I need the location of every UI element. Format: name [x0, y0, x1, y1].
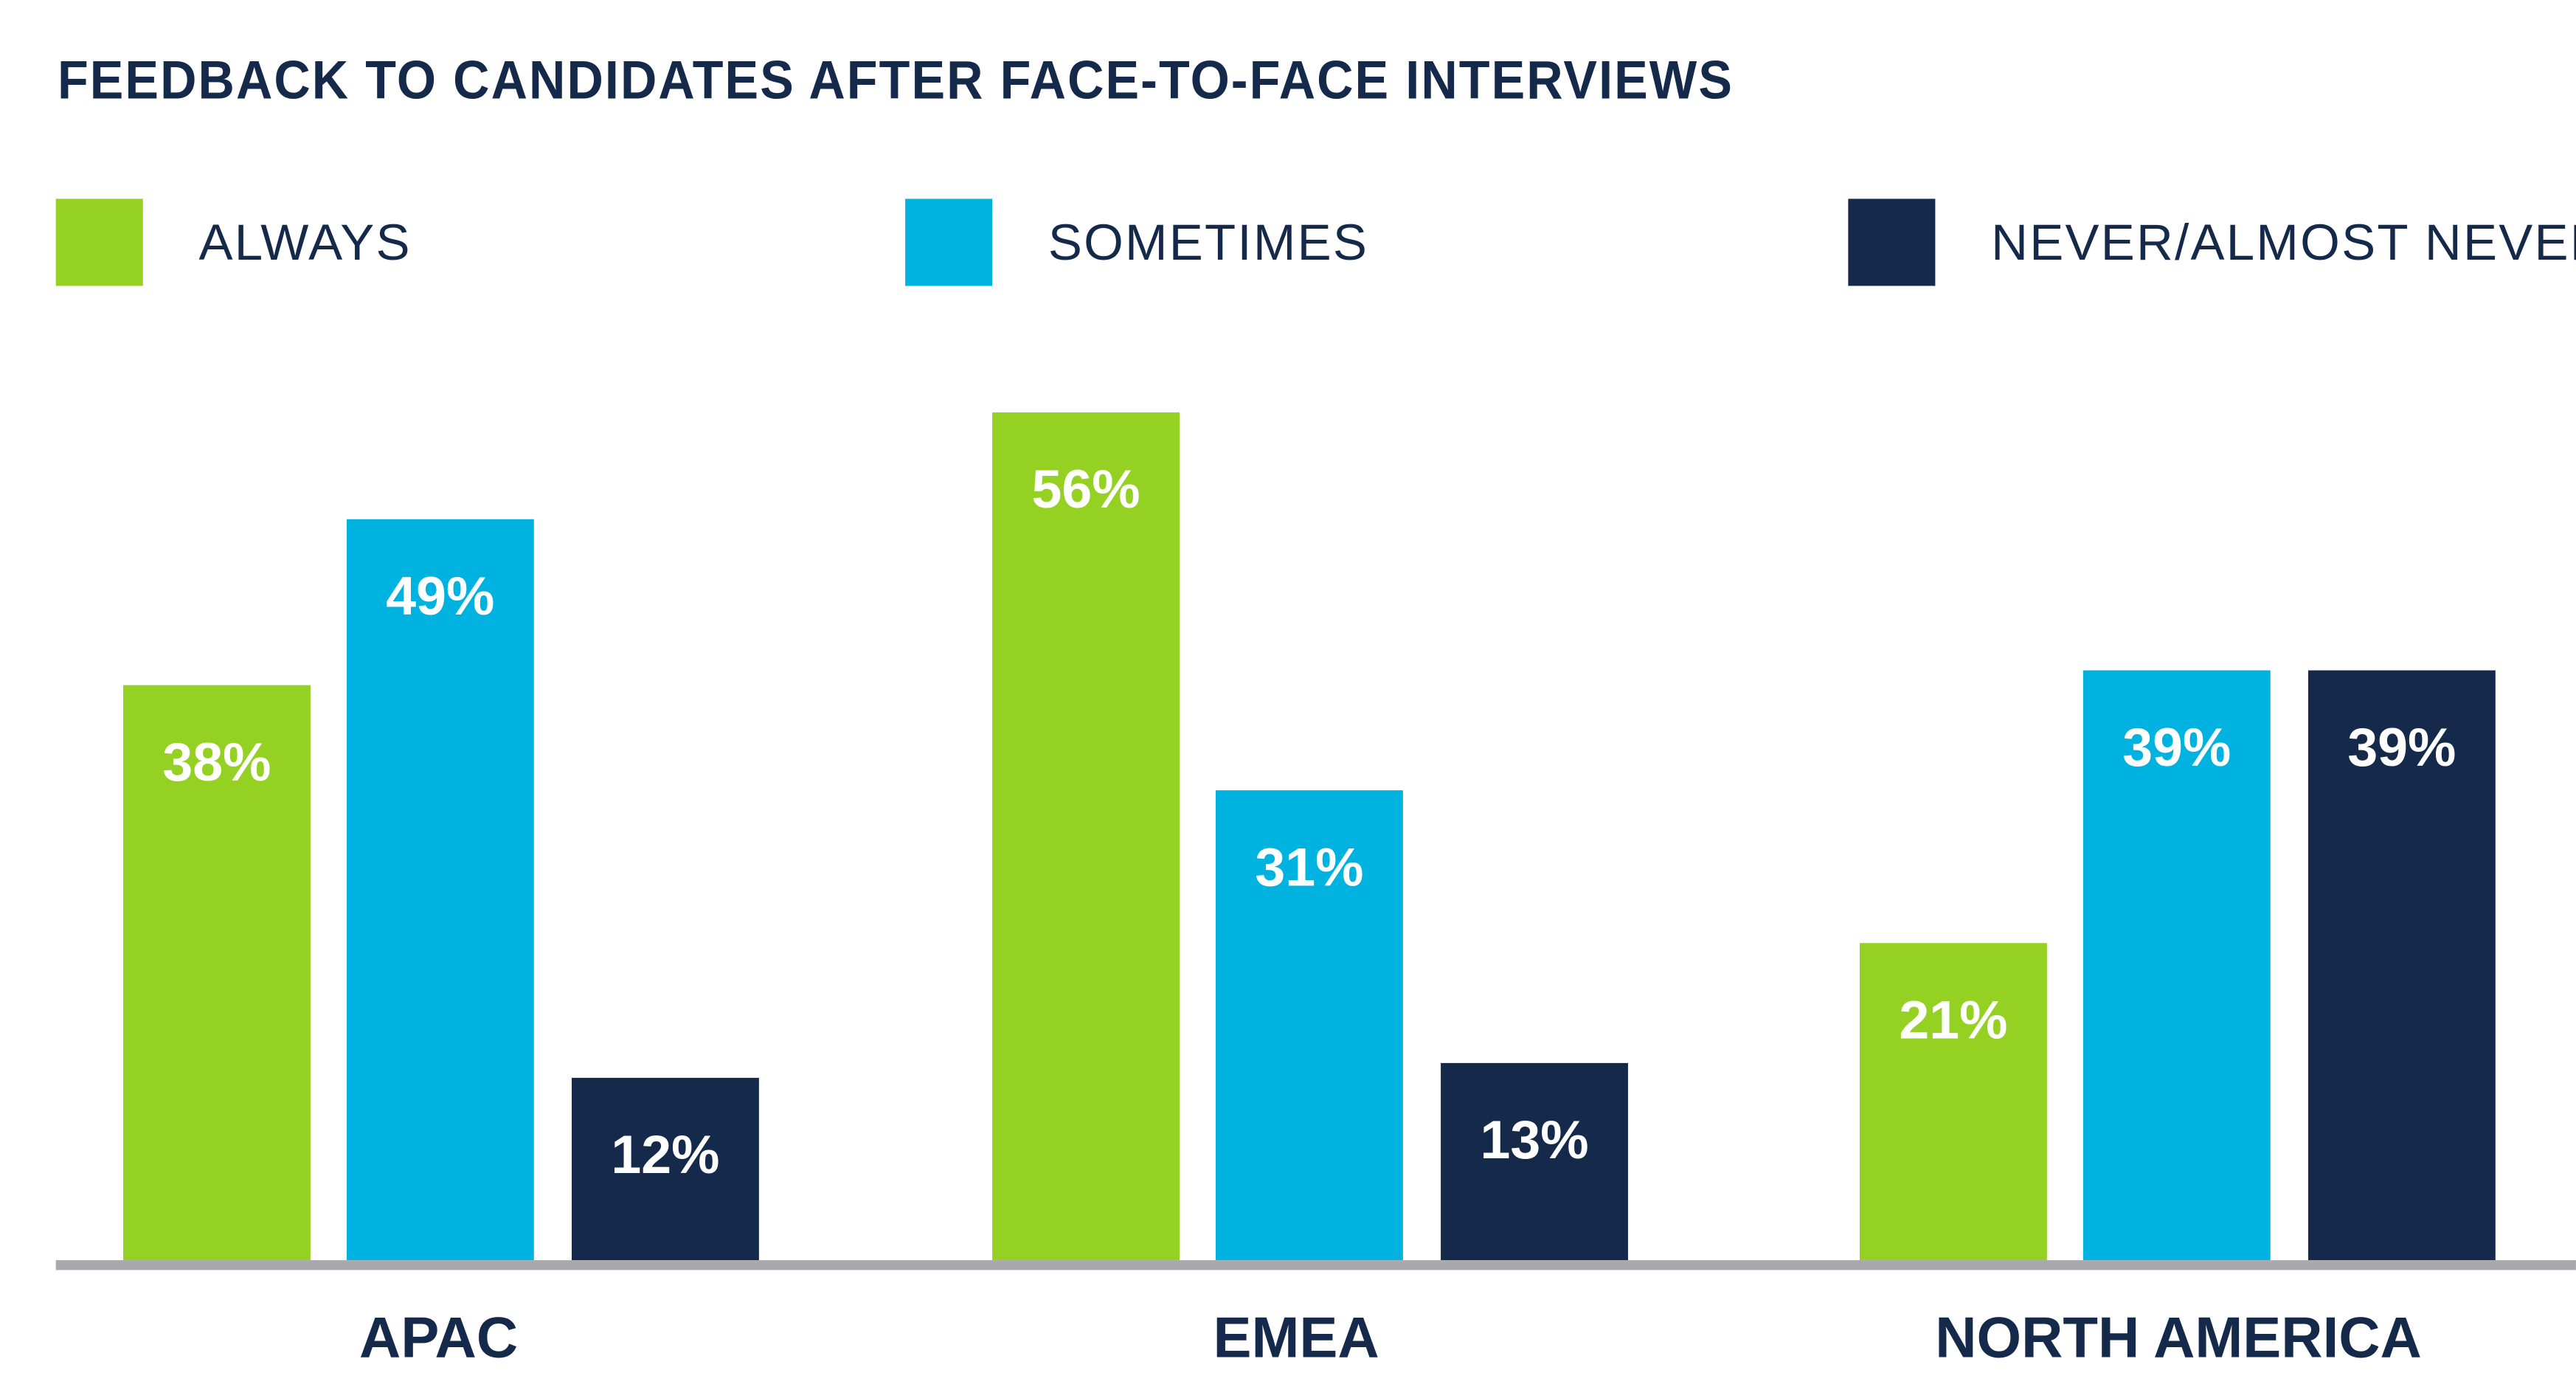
bar-apac-always: 38%: [123, 685, 311, 1261]
data-label: 56%: [1031, 458, 1140, 519]
data-label: 39%: [2122, 716, 2232, 777]
x-axis-baseline: [55, 1260, 2576, 1270]
legend-swatch-sometimes: [905, 198, 993, 286]
data-label: 39%: [2347, 716, 2456, 777]
legend-item-always: ALWAYS: [55, 198, 412, 286]
data-label: 31%: [1255, 837, 1364, 898]
data-label: 49%: [386, 564, 495, 626]
legend-swatch-always: [55, 198, 143, 286]
bar-north-america-sometimes: 39%: [2082, 669, 2271, 1261]
bar-emea-sometimes: 31%: [1215, 790, 1403, 1261]
bar-north-america-never-almost-never: 39%: [2307, 669, 2496, 1261]
legend-swatch-never: [1848, 198, 1936, 286]
bar-apac-sometimes: 49%: [346, 518, 534, 1261]
data-label: 38%: [162, 730, 271, 792]
bar-emea-never-almost-never: 13%: [1441, 1063, 1628, 1261]
category-label-emea: EMEA: [1213, 1306, 1379, 1371]
chart-title: FEEDBACK TO CANDIDATES AFTER FACE-TO-FAC…: [57, 49, 1734, 111]
legend-label: NEVER/ALMOST NEVER: [1991, 212, 2576, 271]
data-label: 21%: [1899, 988, 2008, 1049]
data-label: 12%: [611, 1124, 720, 1186]
legend-item-never: NEVER/ALMOST NEVER: [1848, 198, 2576, 286]
category-label-apac: APAC: [359, 1306, 519, 1371]
legend-label: SOMETIMES: [1048, 212, 1369, 271]
category-label-north-america: NORTH AMERICA: [1935, 1306, 2422, 1371]
bar-apac-never-almost-never: 12%: [571, 1078, 759, 1261]
bar-north-america-always: 21%: [1859, 942, 2047, 1261]
legend-item-sometimes: SOMETIMES: [905, 198, 1368, 286]
legend-label: ALWAYS: [198, 212, 412, 271]
data-label: 13%: [1480, 1109, 1589, 1171]
bar-emea-always: 56%: [992, 412, 1180, 1261]
